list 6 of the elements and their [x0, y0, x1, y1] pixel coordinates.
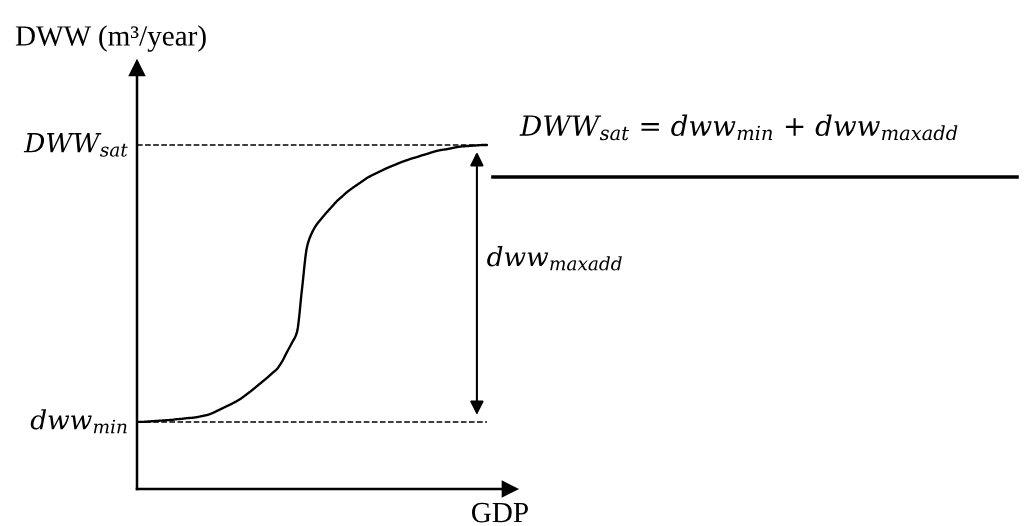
text: DWW$_{sat}$ = dww$_{min}$ + dww$_{maxadd}$	[519, 114, 958, 141]
x-axis-title: GDP	[471, 502, 528, 523]
ref-line-label: DWW$_{sat}$	[23, 133, 128, 157]
y-axis-title: DWW (m³/year)	[15, 25, 206, 52]
ref-line-label: dww$_{min}$	[30, 409, 127, 434]
text: dww$_{maxadd}$	[487, 246, 622, 271]
